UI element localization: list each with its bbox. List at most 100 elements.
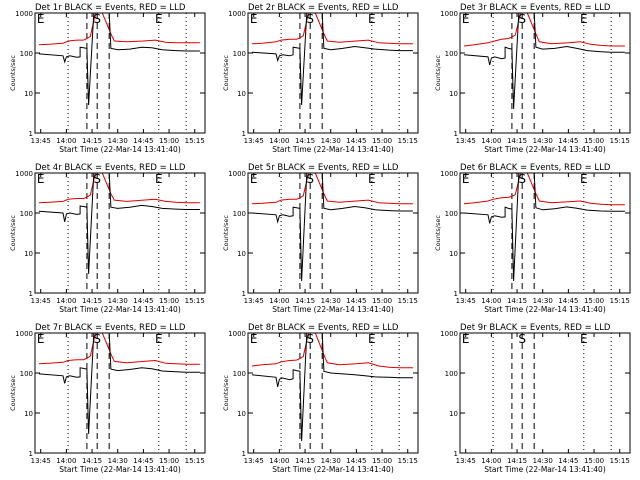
- marker-label: E: [462, 332, 470, 346]
- y-tick-label: 10: [237, 410, 246, 418]
- x-tick-label: 14:00: [269, 297, 289, 305]
- y-tick-label: 1000: [228, 170, 246, 178]
- plot-frame: [459, 12, 631, 134]
- x-axis-label: Start Time (22-Mar-14 13:41:40): [272, 465, 394, 474]
- marker-label: E: [37, 332, 45, 346]
- y-tick-label: 100: [445, 370, 458, 378]
- y-tick-label: 1000: [440, 170, 458, 178]
- x-tick-label: 15:15: [610, 137, 630, 145]
- x-tick-label: 14:45: [346, 457, 366, 465]
- x-tick-label: 14:15: [507, 297, 527, 305]
- panel-title: Det 8r BLACK = Events, RED = LLD: [248, 323, 399, 333]
- x-tick-label: 15:15: [610, 457, 630, 465]
- marker-label: S: [93, 332, 101, 346]
- x-tick-label: 15:00: [584, 297, 604, 305]
- y-tick-label: 1000: [15, 10, 33, 18]
- x-axis-label: Start Time (22-Mar-14 13:41:40): [59, 145, 181, 154]
- marker-label: E: [155, 172, 163, 186]
- x-tick-label: 14:30: [321, 137, 341, 145]
- x-axis-label: Start Time (22-Mar-14 13:41:40): [484, 465, 606, 474]
- x-tick-label: 15:00: [584, 457, 604, 465]
- x-tick-label: 14:00: [481, 137, 501, 145]
- marker-label: E: [580, 172, 588, 186]
- events-series-line: [38, 173, 200, 274]
- panel-title: Det 4r BLACK = Events, RED = LLD: [35, 163, 186, 173]
- x-tick-label: 14:45: [558, 297, 578, 305]
- marker-label: S: [306, 12, 314, 26]
- marker-label: S: [93, 172, 101, 186]
- marker-label: E: [462, 172, 470, 186]
- plot-frame: [459, 332, 631, 454]
- x-tick-label: 14:00: [56, 457, 76, 465]
- marker-label: E: [37, 12, 45, 26]
- y-tick-label: 10: [237, 250, 246, 258]
- y-tick-label: 10: [449, 410, 458, 418]
- y-tick-label: 100: [233, 50, 246, 58]
- events-series-line: [463, 173, 625, 282]
- y-tick-label: 100: [20, 210, 33, 218]
- panel-title: Det 5r BLACK = Events, RED = LLD: [248, 163, 399, 173]
- marker-label: E: [250, 12, 258, 26]
- panel-title: Det 6r BLACK = Events, RED = LLD: [460, 163, 611, 173]
- det-panel-5: 1 10 100 1000 13:45 14:00 14:15 14:30 14:45 15:00…: [222, 163, 419, 314]
- events-series-line: [251, 13, 413, 106]
- plot-frame: [247, 172, 419, 294]
- det-panel-3: 1 10 100 1000 13:45 14:00 14:15 14:30 14:45 15:00…: [434, 3, 631, 154]
- y-tick-label: 1: [454, 130, 458, 138]
- x-tick-label: 14:30: [321, 297, 341, 305]
- x-tick-label: 15:15: [185, 297, 205, 305]
- x-tick-label: 14:15: [295, 457, 315, 465]
- y-tick-label: 10: [24, 250, 33, 258]
- x-tick-label: 14:00: [269, 457, 289, 465]
- x-tick-label: 13:45: [244, 137, 264, 145]
- x-tick-label: 14:00: [269, 137, 289, 145]
- lld-series-line: [251, 173, 413, 205]
- y-tick-label: 100: [20, 370, 33, 378]
- x-tick-label: 15:00: [372, 297, 392, 305]
- lld-series-line: [38, 173, 200, 204]
- x-tick-label: 14:30: [533, 137, 553, 145]
- det-panel-9: 1 10 100 1000 13:45 14:00 14:15 14:30 14:45 15:00…: [440, 323, 631, 474]
- y-tick-label: 1: [29, 450, 33, 458]
- x-tick-label: 14:30: [108, 137, 128, 145]
- x-tick-label: 14:15: [295, 137, 315, 145]
- y-axis-label: Counts/sec: [434, 215, 442, 251]
- x-tick-label: 15:00: [159, 137, 179, 145]
- x-tick-label: 15:00: [584, 137, 604, 145]
- marker-label: E: [368, 12, 376, 26]
- lld-series-line: [463, 173, 625, 206]
- plot-frame: [459, 172, 631, 294]
- plot-frame: [34, 172, 206, 294]
- x-tick-label: 14:15: [507, 457, 527, 465]
- x-tick-label: 15:00: [159, 457, 179, 465]
- x-axis-label: Start Time (22-Mar-14 13:41:40): [484, 145, 606, 154]
- y-tick-label: 1: [242, 130, 246, 138]
- marker-label: S: [306, 172, 314, 186]
- panel-title: Det 7r BLACK = Events, RED = LLD: [35, 323, 186, 333]
- y-tick-label: 1000: [15, 330, 33, 338]
- x-tick-label: 14:00: [481, 297, 501, 305]
- x-tick-label: 13:45: [456, 137, 476, 145]
- y-tick-label: 100: [233, 210, 246, 218]
- events-series-line: [38, 13, 200, 106]
- lld-series-line: [38, 13, 200, 46]
- marker-label: S: [306, 332, 314, 346]
- x-axis-label: Start Time (22-Mar-14 13:41:40): [59, 305, 181, 314]
- y-axis-label: Counts/sec: [9, 55, 17, 91]
- det-panel-7: 1 10 100 1000 13:45 14:00 14:15 14:30 14:45 15:00…: [9, 323, 206, 474]
- events-series-line: [38, 333, 200, 434]
- marker-label: E: [580, 12, 588, 26]
- plot-frame: [34, 332, 206, 454]
- plot-frame: [247, 12, 419, 134]
- det-panel-6: 1 10 100 1000 13:45 14:00 14:15 14:30 14:45 15:00…: [434, 163, 631, 314]
- x-tick-label: 15:15: [185, 137, 205, 145]
- y-axis-label: Counts/sec: [222, 55, 230, 91]
- y-axis-label: Counts/sec: [222, 215, 230, 251]
- y-tick-label: 1: [454, 450, 458, 458]
- x-tick-label: 14:45: [133, 297, 153, 305]
- y-tick-label: 100: [445, 210, 458, 218]
- marker-label: E: [155, 332, 163, 346]
- y-tick-label: 1: [242, 450, 246, 458]
- x-tick-label: 14:30: [108, 297, 128, 305]
- x-tick-label: 15:15: [398, 137, 418, 145]
